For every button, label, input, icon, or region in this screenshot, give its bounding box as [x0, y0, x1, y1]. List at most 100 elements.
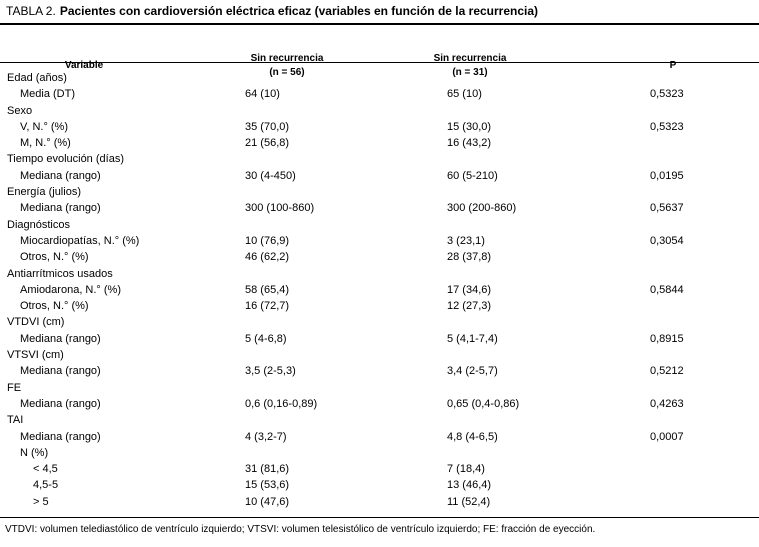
p-value — [650, 217, 759, 233]
row-label: Mediana (rango) — [20, 169, 101, 182]
value-group2: 0,65 (0,4-0,86) — [447, 397, 520, 410]
value-group1: 35 (70,0) — [245, 120, 290, 133]
value-group2 — [447, 103, 650, 119]
column-header-group1-n: (n = 56) — [269, 67, 305, 78]
column-header-group1-label: Sin recurrencia — [250, 53, 324, 64]
value-group2: 28 (37,8) — [447, 251, 492, 264]
row-label: Energía (julios) — [7, 186, 81, 199]
table-header: Variable Sin recurrencia (n = 56) Sin re… — [0, 25, 759, 78]
value-group2 — [447, 70, 650, 86]
table-row: > 5 10 (47,6) 11 (52,4) — [0, 494, 759, 510]
p-value — [650, 151, 759, 167]
value-group1 — [245, 103, 447, 119]
value-group2: 4,8 (4-6,5) — [447, 430, 498, 443]
p-value: 0,5323 — [650, 120, 684, 133]
row-label: Media (DT) — [20, 88, 76, 101]
value-group2 — [447, 412, 650, 428]
value-group1: 15 (53,6) — [245, 479, 290, 492]
value-group1 — [245, 184, 447, 200]
p-value — [650, 380, 759, 396]
bottom-rule — [0, 517, 759, 518]
table-row: Mediana (rango) 30 (4-450) 60 (5-210) 0,019… — [0, 168, 759, 184]
p-value — [650, 298, 759, 314]
table-row: M, N.° (%) 21 (56,8) 16 (43,2) — [0, 135, 759, 151]
value-group2: 3,4 (2-5,7) — [447, 365, 498, 378]
table-row: Media (DT) 64 (10) 65 (10) 0,5323 — [0, 86, 759, 102]
value-group1: 10 (47,6) — [245, 495, 290, 508]
table-row: Mediana (rango) 4 (3,2-7) 4,8 (4-6,5) 0,000… — [0, 429, 759, 445]
table-row: Otros, N.° (%) 46 (62,2) 28 (37,8) — [0, 249, 759, 265]
table-row: V, N.° (%) 35 (70,0) 15 (30,0) 0,5323 — [0, 119, 759, 135]
value-group1: 0,6 (0,16-0,89) — [245, 397, 318, 410]
table-title: TABLA 2. Pacientes con cardioversión eléc… — [6, 4, 755, 19]
value-group2 — [447, 151, 650, 167]
table-row: Diagnósticos — [0, 217, 759, 233]
value-group1: 4 (3,2-7) — [245, 430, 287, 443]
table-row: Antiarrítmicos usados — [0, 266, 759, 282]
p-value — [650, 445, 759, 461]
row-label: > 5 — [33, 495, 49, 508]
row-label: TAI — [7, 414, 24, 427]
table-row: Tiempo evolución (días) — [0, 151, 759, 167]
table-row: Mediana (rango) 0,6 (0,16-0,89) 0,65 (0,4-… — [0, 396, 759, 412]
table-footnote: VTDVI: volumen telediastólico de ventríc… — [5, 524, 596, 535]
value-group2: 3 (23,1) — [447, 234, 485, 247]
top-rule — [0, 23, 759, 25]
p-value — [650, 347, 759, 363]
table-number: TABLA 2. — [6, 4, 56, 18]
row-label: Mediana (rango) — [20, 202, 101, 215]
p-value: 0,0007 — [650, 430, 684, 443]
value-group2 — [447, 445, 650, 461]
table-row: N (%) — [0, 445, 759, 461]
row-label: Edad (años) — [7, 72, 67, 84]
value-group2: 65 (10) — [447, 88, 482, 101]
value-group2 — [447, 380, 650, 396]
column-header-p: P — [669, 60, 677, 71]
row-label: 4,5-5 — [33, 479, 59, 492]
value-group1 — [245, 314, 447, 330]
row-label: Mediana (rango) — [20, 397, 101, 410]
p-value — [650, 461, 759, 477]
value-group2: 5 (4,1-7,4) — [447, 332, 498, 345]
table-row: Mediana (rango) 300 (100-860) 300 (200-860… — [0, 200, 759, 216]
table-row: VTDVI (cm) — [0, 314, 759, 330]
row-label: VTSVI (cm) — [7, 349, 64, 362]
row-label: V, N.° (%) — [20, 120, 69, 133]
value-group2 — [447, 217, 650, 233]
p-value — [650, 314, 759, 330]
value-group2: 16 (43,2) — [447, 137, 492, 150]
p-value — [650, 103, 759, 119]
column-header-group2: Sin recurrencia (n = 31) — [434, 52, 507, 80]
value-group1 — [245, 445, 447, 461]
table-caption: Pacientes con cardioversión eléctrica ef… — [59, 4, 539, 18]
value-group2 — [447, 184, 650, 200]
value-group1 — [245, 217, 447, 233]
table-row: Miocardiopatías, N.° (%) 10 (76,9) 3 (23,1… — [0, 233, 759, 249]
row-label: Tiempo evolución (días) — [7, 153, 124, 166]
table-row: Sexo — [0, 103, 759, 119]
p-value — [650, 249, 759, 265]
value-group1 — [245, 347, 447, 363]
value-group1: 46 (62,2) — [245, 251, 290, 264]
value-group1: 58 (65,4) — [245, 283, 290, 296]
column-header-group2-n: (n = 31) — [452, 67, 488, 78]
value-group2: 300 (200-860) — [447, 202, 517, 215]
p-value — [650, 184, 759, 200]
table-row: Energía (julios) — [0, 184, 759, 200]
column-header-group1: Sin recurrencia (n = 56) — [251, 52, 324, 80]
p-value: 0,5323 — [650, 88, 684, 101]
row-label: FE — [7, 381, 22, 394]
value-group2 — [447, 347, 650, 363]
table-row: Amiodarona, N.° (%) 58 (65,4) 17 (34,6) 0,5… — [0, 282, 759, 298]
table-row: VTSVI (cm) — [0, 347, 759, 363]
value-group1: 31 (81,6) — [245, 463, 290, 476]
value-group1 — [245, 151, 447, 167]
value-group2: 7 (18,4) — [447, 463, 485, 476]
p-value: 0,0195 — [650, 169, 684, 182]
table-row: < 4,5 31 (81,6) 7 (18,4) — [0, 461, 759, 477]
row-label: Otros, N.° (%) — [20, 300, 89, 313]
value-group2: 17 (34,6) — [447, 283, 492, 296]
p-value — [650, 477, 759, 493]
table-row: Mediana (rango) 3,5 (2-5,3) 3,4 (2-5,7) 0,5… — [0, 363, 759, 379]
